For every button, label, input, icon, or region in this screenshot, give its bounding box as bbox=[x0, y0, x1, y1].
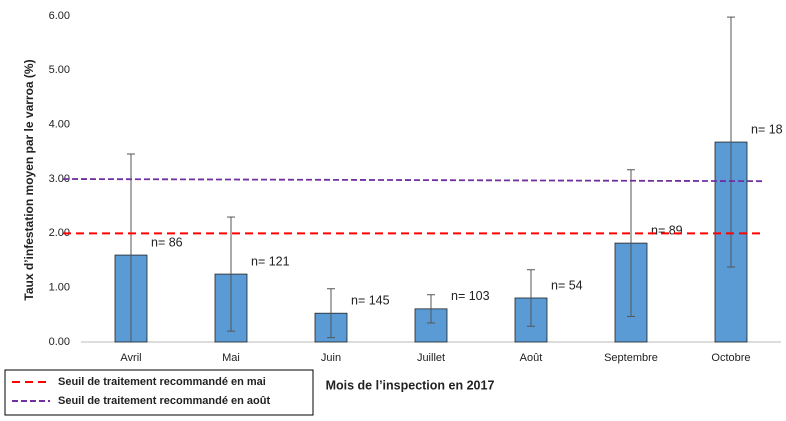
n-label: n= 89 bbox=[651, 223, 683, 237]
x-tick-label: Septembre bbox=[604, 352, 658, 364]
n-label: n= 54 bbox=[551, 278, 583, 292]
n-label: n= 121 bbox=[251, 254, 290, 268]
n-label: n= 103 bbox=[451, 289, 490, 303]
x-tick-label: Juin bbox=[321, 352, 341, 364]
x-tick-label: Juillet bbox=[417, 352, 445, 364]
x-tick-label: Octobre bbox=[711, 352, 750, 364]
y-tick-label: 4.00 bbox=[49, 119, 70, 131]
n-label: n= 145 bbox=[351, 294, 390, 308]
y-tick-label: 0.00 bbox=[49, 336, 70, 348]
n-label: n= 18 bbox=[751, 122, 783, 136]
y-tick-label: 6.00 bbox=[49, 10, 70, 22]
x-tick-label: Août bbox=[520, 352, 543, 364]
legend-label: Seuil de traitement recommandé en août bbox=[58, 395, 270, 407]
y-tick-label: 3.00 bbox=[49, 173, 70, 185]
x-axis-title: Mois de l’inspection en 2017 bbox=[326, 378, 495, 392]
n-label: n= 86 bbox=[151, 235, 183, 249]
y-axis-title: Taux d’infestation moyen par le varroa (… bbox=[22, 59, 36, 300]
legend-box bbox=[4, 369, 314, 416]
threshold-line bbox=[62, 178, 763, 183]
y-tick-label: 1.00 bbox=[49, 282, 70, 294]
x-tick-label: Mai bbox=[222, 352, 240, 364]
y-tick-label: 5.00 bbox=[49, 64, 70, 76]
y-tick-label: 2.00 bbox=[49, 227, 70, 239]
legend-label: Seuil de traitement recommandé en mai bbox=[58, 376, 266, 388]
x-tick-label: Avril bbox=[120, 352, 141, 364]
